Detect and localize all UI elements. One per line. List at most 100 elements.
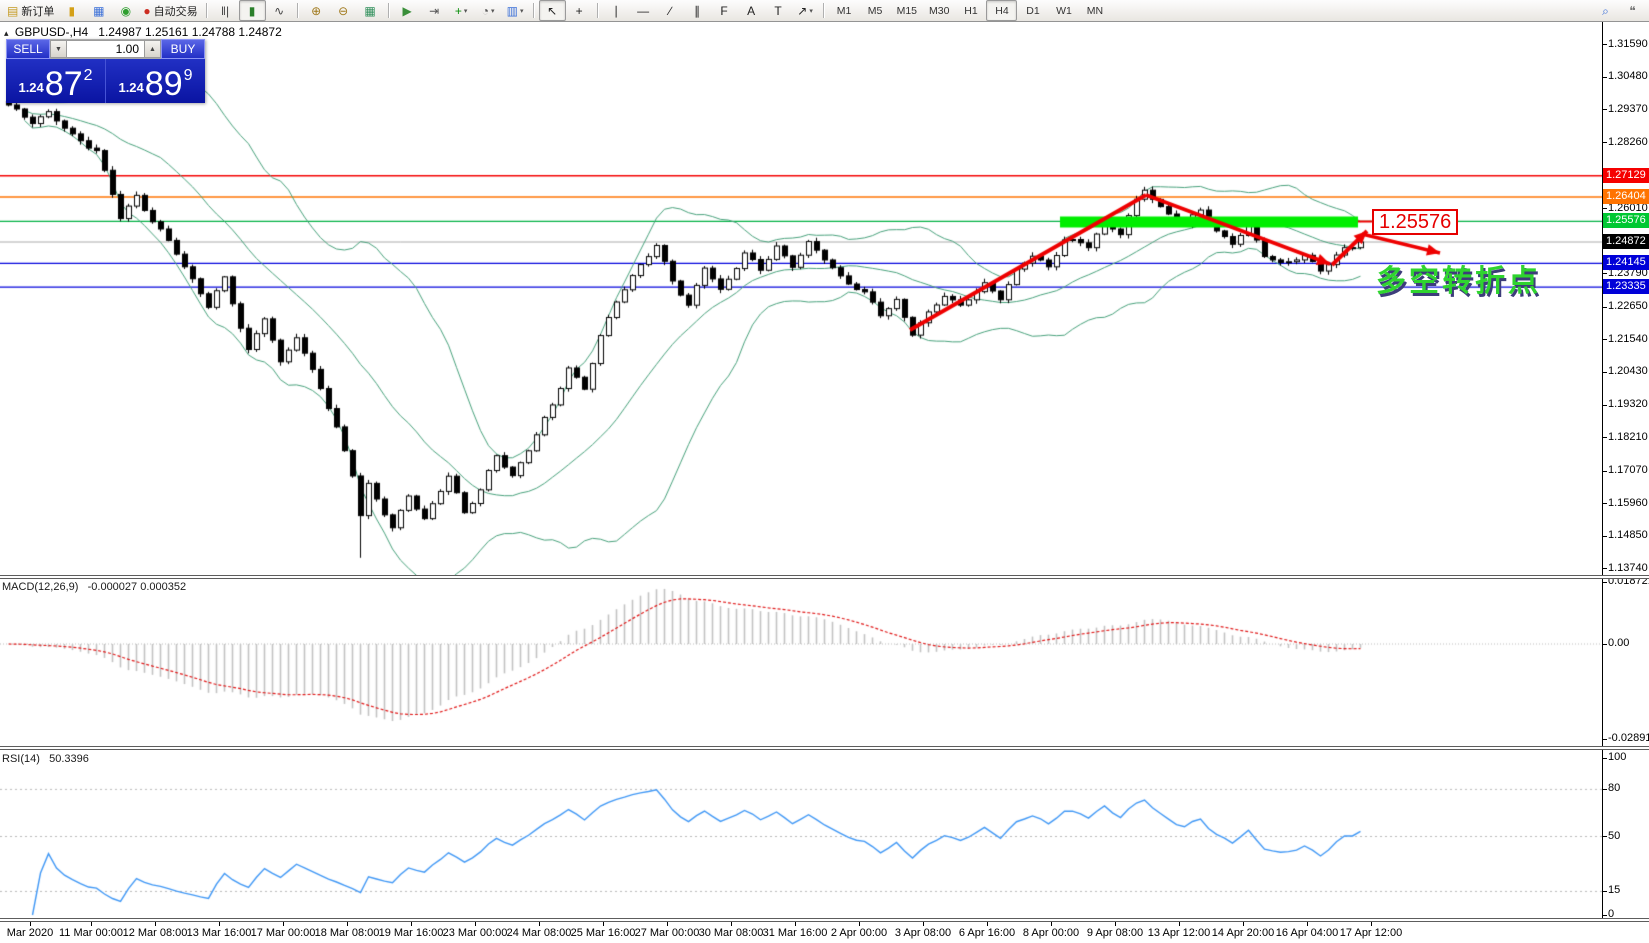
buy-price-prefix: 1.24 [118,80,144,95]
line-chart-button[interactable]: ∿ [266,0,293,21]
timeframe-w1-button[interactable]: W1 [1056,4,1072,17]
rsi-timeaxis-divider[interactable] [0,918,1649,922]
time-label: 13 Mar 16:00 [186,927,252,939]
text-button[interactable]: A [738,0,765,21]
periods-button-caret[interactable]: ▾ [490,7,495,15]
time-label: 27 Mar 00:00 [634,927,700,939]
timeframe-m30-button[interactable]: M30 [929,4,950,17]
macd-rsi-divider[interactable] [0,746,1649,750]
cursor-glyph: ↖ [547,3,558,18]
main-chart-canvas[interactable] [0,22,1602,575]
time-label: 31 Mar 16:00 [762,927,828,939]
rsi-indicator-label: RSI(14) 50.3396 [2,753,89,765]
fibonacci-button[interactable]: F [711,0,738,21]
time-tick [475,922,476,926]
indicators-button[interactable]: + ▾ [448,0,475,21]
label-glyph: T [774,3,782,18]
periods-button[interactable]: ◔ ▾ [475,0,502,21]
market-watch-icon-glyph: ▦ [93,3,105,18]
time-tick [347,922,348,926]
search-icon[interactable]: ⌕ [1592,0,1619,21]
rsi-tick-label: 50 [1608,829,1621,842]
arrows-button-caret[interactable]: ▾ [809,7,813,15]
time-tick [923,922,924,926]
zoom-in-button[interactable]: ⊕ [303,0,330,21]
price-tick [1602,339,1607,341]
label-button[interactable]: T [765,0,792,21]
price-badge: 1.26404 [1603,189,1649,204]
time-tick [1179,922,1180,926]
zoom-out-button[interactable]: ⊖ [330,0,357,21]
crosshair-button[interactable]: + [566,0,593,21]
macd-tick-label: 0.00 [1608,637,1630,649]
tile-windows-button[interactable]: ▦ [357,0,384,21]
templates-button-caret[interactable]: ▾ [520,7,524,15]
horizontal-line-button[interactable]: ― [630,0,657,21]
buy-price-big: 89 [144,65,183,103]
auto-scroll-button[interactable]: ▶ [394,0,421,21]
chat-icon[interactable]: ❝ [1619,0,1646,21]
market-watch-icon[interactable]: ▦ [85,0,112,21]
trendline-button[interactable]: ∕ [657,0,684,21]
time-label: 17 Mar 00:00 [250,927,316,939]
time-tick [859,922,860,926]
time-label: 30 Mar 08:00 [698,927,764,939]
buy-price[interactable]: 1.24 89 9 [106,59,205,103]
candlestick-chart-glyph: ▮ [248,3,256,18]
templates-button[interactable]: ▥ ▾ [502,0,529,21]
vertical-line-button[interactable]: ∣ [603,0,630,21]
sell-price[interactable]: 1.24 87 2 [6,59,106,103]
signal-icon[interactable]: ◉ [112,0,139,21]
toolbar-separator [532,3,535,18]
time-label: 23 Mar 00:00 [442,927,508,939]
volume-input[interactable] [67,40,144,58]
new-order-button[interactable]: ▤ 新订单 [3,0,58,21]
timeframe-h4-button[interactable]: H4 [986,0,1018,21]
indicators-glyph: + [454,3,462,18]
price-tick-label: 1.30480 [1608,70,1648,83]
timeframe-mn-button[interactable]: MN [1086,4,1104,17]
rsi-panel-canvas[interactable] [0,750,1602,918]
rsi-tick-label: 80 [1608,782,1621,795]
cursor-button[interactable]: ↖ [538,0,566,21]
price-tick [1602,371,1607,373]
chart-shift-button[interactable]: ⇥ [421,0,448,21]
time-label: 8 Apr 00:00 [1022,927,1080,939]
time-label: 2 Apr 00:00 [830,927,888,939]
main-macd-divider[interactable] [0,575,1649,579]
rsi-tick [1602,890,1607,892]
timeframe-h1-button[interactable]: H1 [964,4,978,17]
volume-increase-button[interactable]: ▲ [144,40,161,58]
timeframe-d1-button[interactable]: D1 [1026,4,1040,17]
arrows-glyph: ↗ [797,3,808,18]
time-tick [1371,922,1372,926]
chinese-annotation-text[interactable]: 多空转折点 [1376,265,1541,298]
gold-icon[interactable]: ▮ [58,0,85,21]
channel-button[interactable]: ∥ [684,0,711,21]
time-axis[interactable]: Mar 2020 11 Mar 00:00 12 Mar 08:00 13 Mar 1… [0,922,1649,943]
price-tick-label: 1.17070 [1608,464,1648,477]
sell-button[interactable]: SELL [6,39,50,59]
new-order-button-label: 新订单 [21,5,55,18]
timeframe-m15-button[interactable]: M15 [896,4,918,17]
time-tick [795,922,796,926]
volume-decrease-button[interactable]: ▼ [50,40,67,58]
timeframe-m1-button[interactable]: M1 [836,4,852,17]
price-tick-label: 1.19320 [1608,398,1648,411]
timeframe-m5-button[interactable]: M5 [867,4,883,17]
time-label: 12 Mar 08:00 [122,927,188,939]
time-tick [30,922,31,926]
new-order-glyph: ▤ [7,3,19,18]
price-tick-label: 1.14850 [1608,529,1648,542]
macd-values: -0.000027 0.000352 [87,581,187,593]
price-annotation-box[interactable]: 1.25576 [1372,209,1459,235]
one-click-trading-panel: SELL ▼ ▲ BUY 1.24 87 2 1.24 89 9 [6,39,205,103]
arrows-button[interactable]: ↗ ▾ [792,0,819,21]
macd-panel-canvas[interactable] [0,579,1602,746]
indicators-button-caret[interactable]: ▾ [463,7,468,15]
buy-button[interactable]: BUY [161,39,205,59]
candlestick-chart-button[interactable]: ▮ [238,0,266,21]
price-tick [1602,470,1607,472]
autotrading-button[interactable]: ● 自动交易 [139,0,201,21]
bar-chart-button[interactable]: ‖| [212,0,239,21]
